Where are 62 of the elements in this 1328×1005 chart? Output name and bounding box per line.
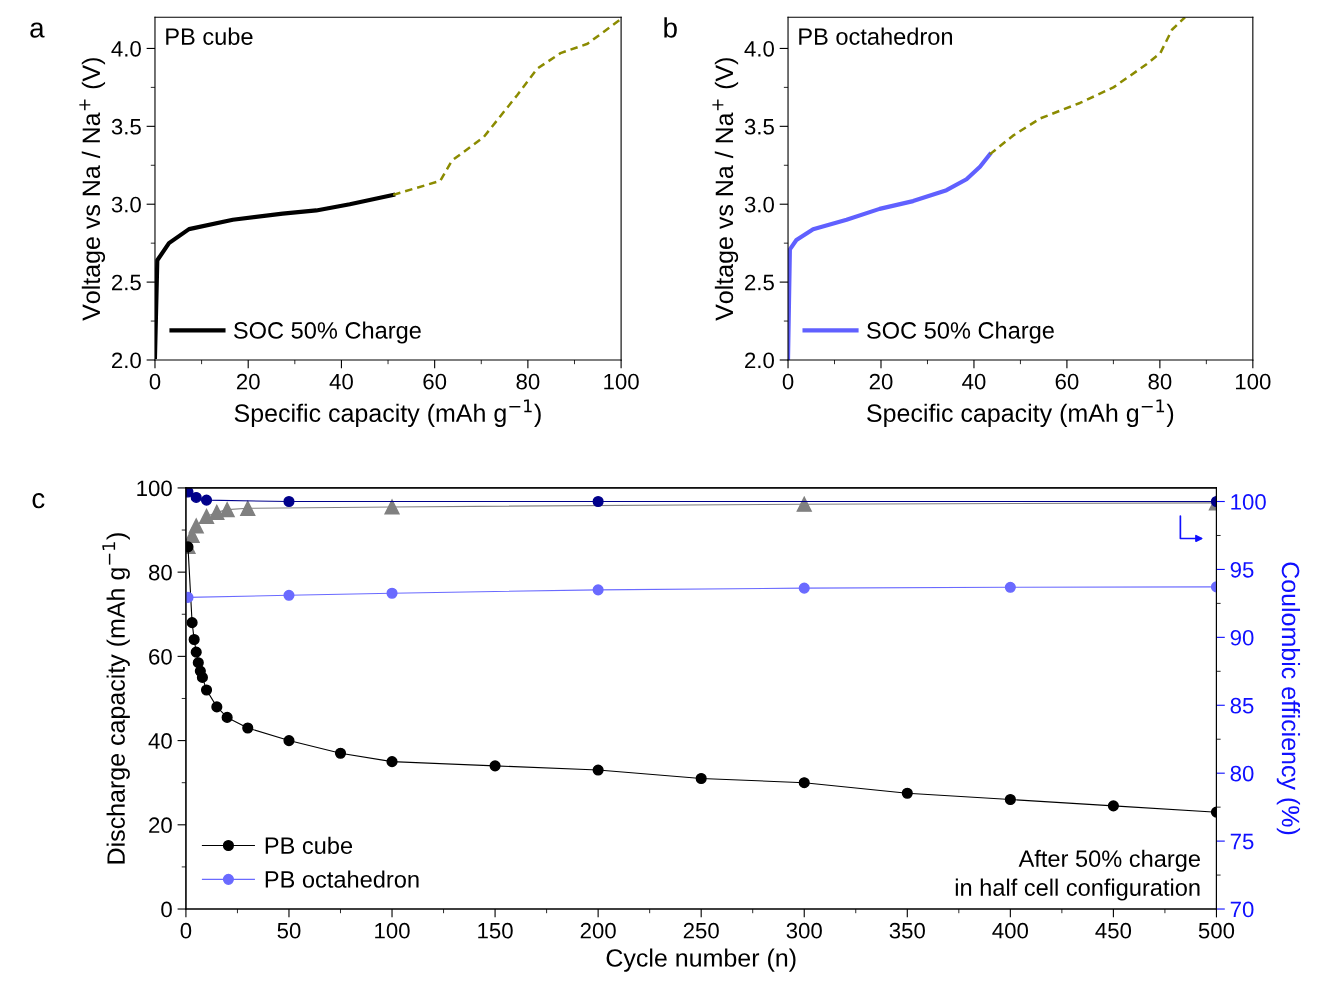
x-tick-label: 0 <box>180 922 192 939</box>
y-tick-label: 4.0 <box>111 40 141 57</box>
x-tick-label: 500 <box>1198 922 1235 939</box>
annotation: PB octahedron <box>799 27 952 45</box>
y2-tick-label: 70 <box>1230 901 1254 918</box>
x-tick-label: 350 <box>889 922 925 939</box>
y2-axis-title: Coulombic efficiency (%) <box>1276 562 1301 835</box>
x-tick-label: 80 <box>1148 373 1172 390</box>
y2-tick-label: 90 <box>1230 629 1254 646</box>
legend-label: PB octahedron <box>265 870 419 888</box>
x-tick-label: 100 <box>1235 373 1271 390</box>
y2-tick-label: 100 <box>1231 494 1266 510</box>
y-tick-label: 3.0 <box>111 196 141 213</box>
x-tick-label: 20 <box>869 373 893 390</box>
text: c <box>32 493 45 509</box>
x-tick-label: 300 <box>786 922 822 939</box>
x-tick-label: 20 <box>236 373 260 390</box>
text: a <box>30 22 45 38</box>
x-tick-label: 0 <box>782 373 794 390</box>
text: b <box>664 17 677 38</box>
x-axis-title: Specific capacity (mAh g$^{−1}$) <box>867 399 1174 427</box>
x-tick-label: 60 <box>423 373 447 390</box>
x-tick-label: 100 <box>375 922 410 939</box>
x-axis-title: Cycle number (n) <box>606 948 796 972</box>
x-tick-label: 60 <box>1055 373 1079 390</box>
x-tick-label: 100 <box>604 373 639 390</box>
y-tick-label: 100 <box>137 480 172 497</box>
y-tick-label: 3.5 <box>111 118 141 135</box>
y-tick-label: 3.0 <box>744 196 774 213</box>
x-tick-label: 80 <box>516 373 540 390</box>
y-tick-label: 0 <box>161 901 172 918</box>
y2-tick-label: 95 <box>1230 561 1254 578</box>
x-axis-title: Specific capacity (mAh g$^{−1}$) <box>234 399 541 427</box>
y-axis-title: Voltage vs Na / Na$^{+}$ (V) <box>712 58 739 321</box>
y-tick-label: 80 <box>148 564 172 581</box>
legend-label: SOC 50% Charge <box>233 321 421 344</box>
y2-tick-label: 80 <box>1230 765 1254 782</box>
legend-label: PB cube <box>265 836 353 855</box>
y-tick-label: 2.5 <box>112 274 141 291</box>
y-tick-label: 3.5 <box>744 118 774 135</box>
y2-tick-label: 85 <box>1230 697 1254 714</box>
y-tick-label: 60 <box>149 648 172 665</box>
x-tick-label: 450 <box>1095 922 1132 939</box>
y-tick-label: 20 <box>149 817 172 834</box>
y-tick-label: 2.0 <box>112 352 141 369</box>
y-axis-title: Voltage vs Na / Na$^{+}$ (V) <box>79 58 106 321</box>
x-tick-label: 400 <box>992 922 1029 939</box>
x-tick-label: 40 <box>329 373 353 390</box>
y2-tick-label: 75 <box>1230 833 1254 850</box>
y-tick-label: 4.0 <box>744 40 774 57</box>
y-tick-label: 2.0 <box>745 352 774 369</box>
legend-label: SOC 50% Charge <box>867 321 1054 344</box>
annotation: PB cube <box>166 27 253 45</box>
x-tick-label: 150 <box>478 922 513 939</box>
y-tick-label: 40 <box>148 733 172 749</box>
x-tick-label: 40 <box>962 373 986 390</box>
x-tick-label: 250 <box>683 922 719 939</box>
x-tick-label: 200 <box>580 922 616 939</box>
x-tick-label: 50 <box>277 922 301 939</box>
y-tick-label: 2.5 <box>745 274 774 291</box>
annotation: After 50% charge in half cell configuration <box>955 849 1200 901</box>
y-axis-title: Discharge capacity (mAh g$^{−1}$) <box>102 533 130 864</box>
